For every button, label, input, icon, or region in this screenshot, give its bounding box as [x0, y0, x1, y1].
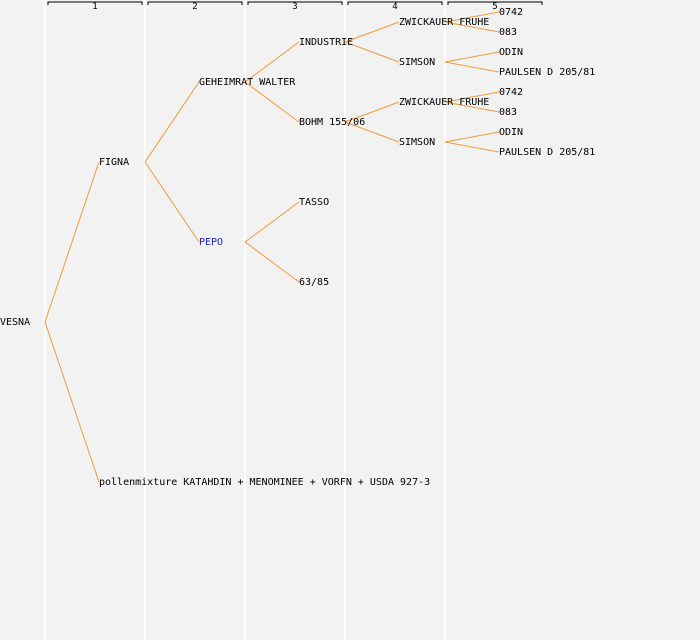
node-p083b[interactable]: 083	[499, 107, 517, 118]
node-bohm[interactable]: BOHM 155/06	[299, 117, 365, 128]
pedigree-edge	[144, 81, 200, 163]
node-zwick1[interactable]: ZWICKAUER FRUHE	[399, 17, 489, 28]
pedigree-edges	[44, 11, 500, 483]
pedigree-edge	[244, 241, 300, 283]
generation-bracket	[347, 1, 443, 5]
pedigree-edge	[44, 321, 100, 483]
generation-bracket	[247, 1, 343, 5]
pedigree-edge	[44, 161, 100, 323]
pedigree-edge	[144, 161, 200, 243]
node-p083a[interactable]: 083	[499, 27, 517, 38]
node-geheimrat[interactable]: GEHEIMRAT WALTER	[199, 77, 296, 88]
node-paulsen2[interactable]: PAULSEN D 205/81	[499, 147, 595, 158]
pedigree-edge	[444, 131, 500, 143]
generation-label: 1	[92, 2, 97, 12]
node-paulsen1[interactable]: PAULSEN D 205/81	[499, 67, 595, 78]
generation-label: 3	[292, 2, 297, 12]
generation-label: 5	[492, 2, 497, 12]
pedigree-edge	[444, 11, 500, 23]
pedigree-edge	[244, 81, 300, 123]
pedigree-edge	[444, 141, 500, 153]
node-odin1[interactable]: ODIN	[499, 47, 523, 58]
pedigree-nodes: VESNA FIGNA pollenmixture KATAHDIN + MENOM…	[0, 7, 595, 488]
pedigree-edge	[244, 41, 300, 83]
node-p0742b[interactable]: 0742	[499, 87, 523, 98]
pedigree-edge	[444, 101, 500, 113]
generation-label: 2	[192, 2, 197, 12]
pedigree-edge	[444, 21, 500, 33]
pedigree-edge	[444, 51, 500, 63]
node-c6385[interactable]: 63/85	[299, 277, 329, 288]
node-vesna[interactable]: VESNA	[0, 317, 30, 328]
node-tasso[interactable]: TASSO	[299, 197, 329, 208]
pedigree-edge	[444, 61, 500, 73]
node-pepo[interactable]: PEPO	[199, 237, 223, 248]
pedigree-edge	[444, 91, 500, 103]
generation-bracket	[447, 1, 543, 5]
node-simson2[interactable]: SIMSON	[399, 137, 435, 148]
node-figna[interactable]: FIGNA	[99, 157, 129, 168]
node-zwick2[interactable]: ZWICKAUER FRUHE	[399, 97, 489, 108]
pedigree-edge	[244, 201, 300, 243]
pedigree-edge	[344, 41, 400, 63]
generation-columns	[44, 0, 446, 640]
pedigree-edge	[344, 21, 400, 43]
generation-label: 4	[392, 2, 397, 12]
node-simson1[interactable]: SIMSON	[399, 57, 435, 68]
generation-header: 1 2 3 4 5	[47, 1, 543, 12]
pedigree-edge	[344, 121, 400, 143]
node-industrie[interactable]: INDUSTRIE	[299, 37, 353, 48]
node-p0742a[interactable]: 0742	[499, 7, 523, 18]
generation-bracket	[47, 1, 143, 5]
node-odin2[interactable]: ODIN	[499, 127, 523, 138]
generation-bracket	[147, 1, 243, 5]
pedigree-edge	[344, 101, 400, 123]
node-pollen[interactable]: pollenmixture KATAHDIN + MENOMINEE + VOR…	[99, 477, 430, 488]
